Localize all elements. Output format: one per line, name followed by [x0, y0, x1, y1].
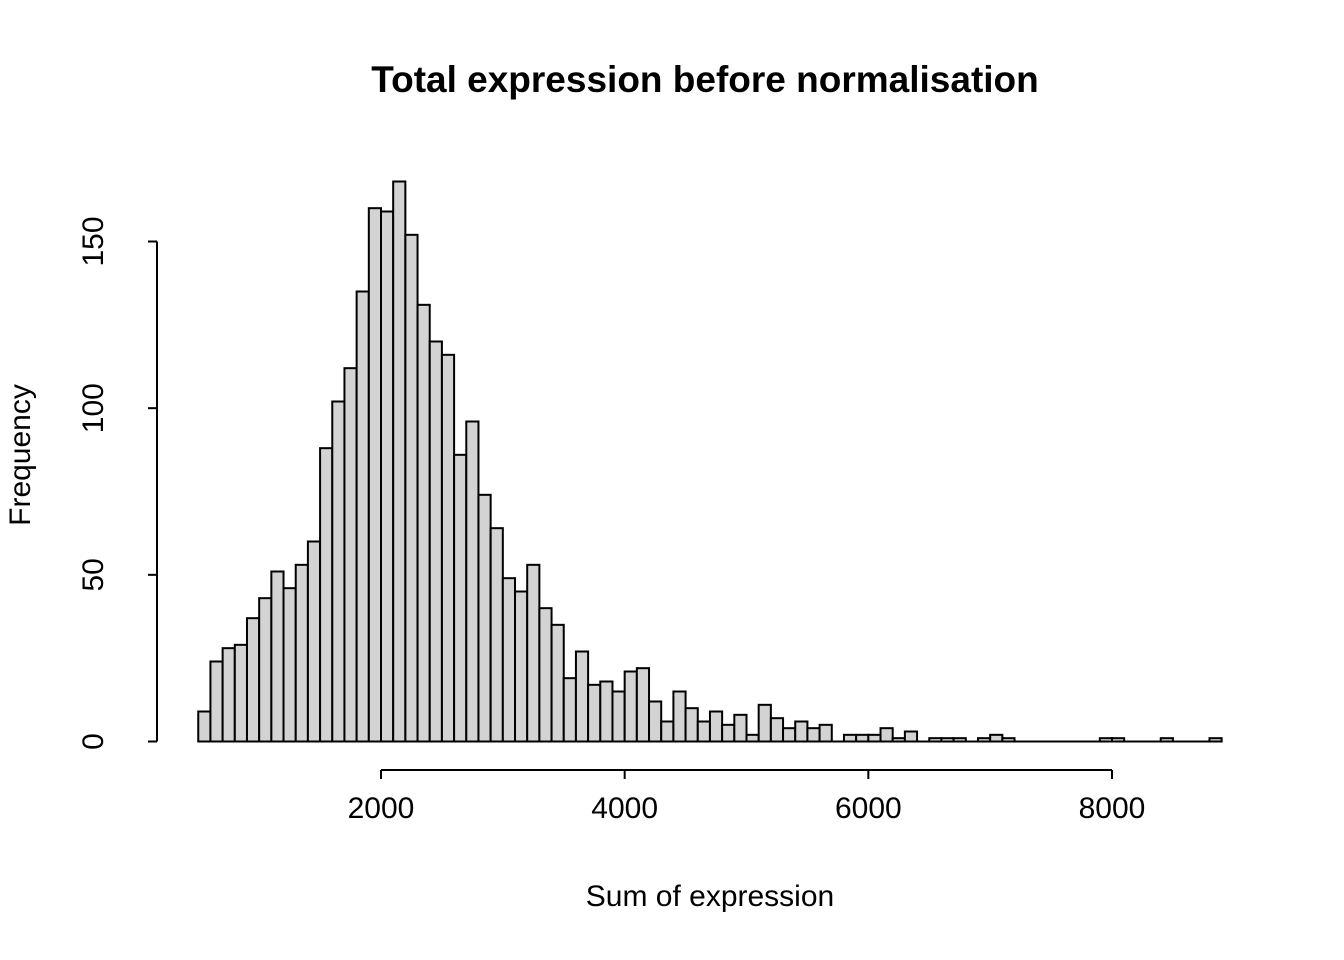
histogram-bar	[380, 210, 395, 743]
histogram-bar	[989, 733, 1004, 743]
y-axis-label: Frequency	[4, 384, 37, 526]
histogram-bar	[611, 690, 626, 743]
x-axis: 2000 4000 6000 8000	[348, 769, 1146, 825]
histogram-bar	[1098, 737, 1113, 743]
histogram-bar	[258, 597, 273, 743]
histogram-bar	[209, 660, 224, 743]
histogram-bar	[319, 447, 334, 743]
histogram-bar	[672, 690, 687, 743]
x-tick-label: 6000	[835, 792, 902, 825]
histogram-bar	[940, 737, 955, 743]
histogram-bar	[623, 670, 638, 743]
histogram-bar	[1111, 737, 1126, 743]
histogram-bar	[757, 703, 772, 743]
histogram-bar	[928, 737, 943, 743]
x-tick-label: 8000	[1079, 792, 1146, 825]
histogram-bar	[842, 733, 858, 743]
histogram-bar	[855, 733, 870, 743]
histogram-bar	[197, 710, 212, 743]
histogram-bar	[282, 587, 297, 743]
histogram-bar	[976, 737, 992, 743]
histogram-bar	[1159, 737, 1174, 743]
y-tick-label: 150	[77, 216, 110, 266]
histogram-bar	[769, 717, 785, 743]
histogram-bar	[891, 737, 906, 743]
histogram-bar	[477, 493, 492, 743]
x-tick-label: 2000	[348, 792, 415, 825]
histogram-bar	[587, 683, 602, 743]
histogram-bar	[806, 727, 821, 743]
y-tick-label: 50	[77, 558, 110, 591]
histogram-bar	[526, 563, 541, 743]
histogram-bar	[343, 367, 358, 743]
histogram-bar	[392, 180, 407, 743]
histogram-bar	[599, 680, 614, 743]
histogram-bar	[331, 400, 346, 743]
histogram-bar	[1001, 737, 1016, 743]
histogram-bar	[550, 623, 565, 743]
histogram-bar	[867, 733, 882, 743]
histogram-bar	[574, 650, 590, 743]
histogram-bar	[306, 540, 322, 743]
histogram-bar	[733, 713, 748, 743]
histogram-bar	[903, 730, 919, 743]
histogram-bar	[355, 290, 370, 743]
histogram-bar	[294, 563, 309, 743]
histogram-bar	[696, 720, 711, 743]
y-tick-label: 0	[77, 733, 110, 750]
y-axis: 0 50 100 150	[77, 216, 158, 750]
histogram-bar	[879, 727, 894, 743]
histogram-bar	[514, 590, 529, 743]
chart-title: Total expression before normalisation	[371, 59, 1039, 100]
y-tick-label: 100	[77, 383, 110, 433]
histogram-bar	[501, 577, 517, 743]
histogram-bar	[648, 700, 663, 743]
histogram-bar	[660, 720, 675, 743]
x-tick-label: 4000	[591, 792, 658, 825]
histogram-bar	[465, 420, 480, 743]
histogram-bar	[952, 737, 967, 743]
histogram-bar	[684, 707, 699, 743]
histogram-bar	[635, 667, 651, 743]
histogram-bar	[721, 723, 736, 743]
histogram-bar	[538, 607, 553, 743]
histogram-bar	[818, 723, 833, 743]
histogram-bar	[794, 720, 809, 743]
histogram-bar	[489, 527, 504, 743]
histogram-bar	[233, 643, 248, 743]
histogram-bar	[745, 733, 760, 743]
x-axis-label: Sum of expression	[586, 880, 834, 913]
histogram-bar	[221, 647, 236, 743]
histogram-bar	[367, 207, 383, 743]
histogram-bar	[782, 727, 797, 743]
histogram-bar	[453, 453, 468, 743]
histogram-bar	[562, 677, 577, 743]
histogram-bar	[440, 353, 456, 743]
histogram-bar	[708, 710, 724, 743]
histogram-bar	[245, 617, 261, 743]
histogram-bar	[428, 340, 443, 743]
histogram-bar	[404, 233, 419, 743]
histogram-bar	[270, 570, 285, 743]
histogram-bars	[197, 180, 1223, 743]
histogram-bar	[1208, 737, 1223, 743]
histogram-bar	[416, 303, 431, 743]
